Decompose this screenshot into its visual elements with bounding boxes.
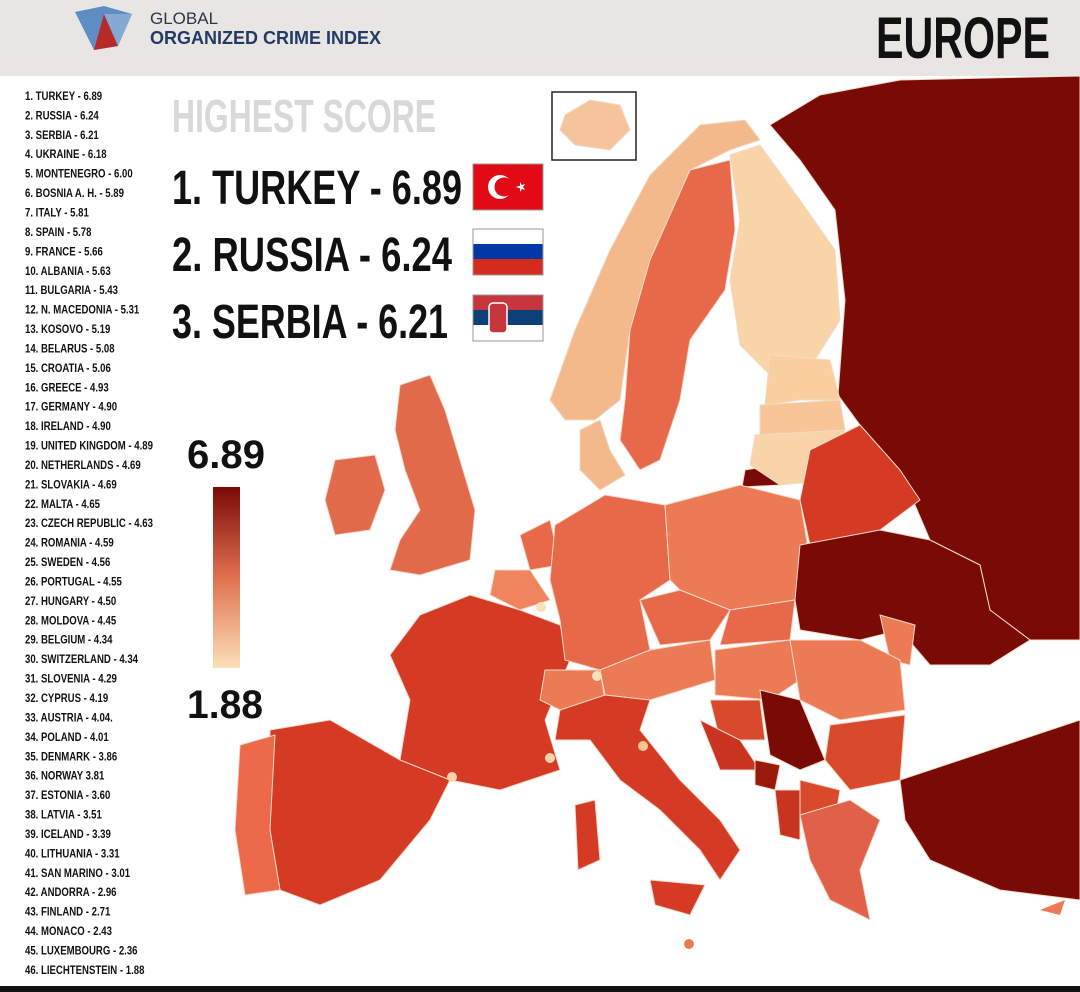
- ranking-item: 23. CZECH REPUBLIC - 4.63: [25, 517, 153, 530]
- map: [234, 75, 1080, 949]
- top-item: 2. RUSSIA - 6.24: [172, 229, 452, 282]
- ranking-item: 45. LUXEMBOURG - 2.36: [25, 945, 137, 958]
- ranking-item: 1. TURKEY - 6.89: [25, 90, 102, 103]
- logo-line1: GLOBAL: [150, 9, 218, 28]
- ranking-item: 28. MOLDOVA - 4.45: [25, 614, 116, 627]
- ranking-item: 41. SAN MARINO - 3.01: [25, 867, 130, 880]
- ranking-item: 5. MONTENEGRO - 6.00: [25, 168, 133, 181]
- legend-min: 1.88: [187, 683, 263, 727]
- flag-serbia: [472, 294, 544, 342]
- ranking-item: 20. NETHERLANDS - 4.69: [25, 459, 141, 472]
- flag-russia: [472, 228, 544, 276]
- ranking-item: 35. DENMARK - 3.86: [25, 750, 117, 763]
- top-item: 3. SERBIA - 6.21: [172, 296, 448, 349]
- ranking-item: 3. SERBIA - 6.21: [25, 129, 99, 142]
- highest-score-title: HIGHEST SCORE: [172, 90, 436, 142]
- ranking-item: 21. SLOVAKIA - 4.69: [25, 478, 117, 491]
- ranking-item: 30. SWITZERLAND - 4.34: [25, 653, 138, 666]
- ranking-item: 10. ALBANIA - 5.63: [25, 265, 111, 278]
- ranking-item: 4. UKRAINE - 6.18: [25, 148, 107, 161]
- region-title: EUROPE: [876, 6, 1050, 71]
- ranking-item: 15. CROATIA - 5.06: [25, 362, 111, 375]
- ranking-item: 34. POLAND - 4.01: [25, 731, 109, 744]
- header: [0, 0, 1080, 76]
- ranking-item: 26. PORTUGAL - 4.55: [25, 576, 122, 589]
- bottom-border: [0, 986, 1080, 992]
- ranking-item: 44. MONACO - 2.43: [25, 925, 112, 938]
- ranking-item: 27. HUNGARY - 4.50: [25, 595, 116, 608]
- ranking-item: 2. RUSSIA - 6.24: [25, 109, 99, 122]
- ranking-item: 12. N. MACEDONIA - 5.31: [25, 304, 139, 317]
- ranking-item: 6. BOSNIA A. H. - 5.89: [25, 187, 124, 200]
- ranking-item: 7. ITALY - 5.81: [25, 207, 89, 220]
- top-item: 1. TURKEY - 6.89: [172, 162, 462, 215]
- legend-max: 6.89: [187, 433, 265, 477]
- ranking-list: 1. TURKEY - 6.89 2. RUSSIA - 6.24 3. SERBI…: [25, 90, 153, 977]
- ranking-item: 31. SLOVENIA - 4.29: [25, 673, 117, 686]
- ranking-item: 16. GREECE - 4.93: [25, 381, 109, 394]
- legend-gradient: [213, 487, 240, 668]
- ranking-item: 18. IRELAND - 4.90: [25, 420, 111, 433]
- ranking-item: 37. ESTONIA - 3.60: [25, 789, 110, 802]
- ranking-item: 38. LATVIA - 3.51: [25, 809, 102, 822]
- ranking-item: 36. NORWAY 3.81: [25, 770, 104, 783]
- ranking-item: 19. UNITED KINGDOM - 4.89: [25, 440, 153, 453]
- ranking-item: 46. LIECHTENSTEIN - 1.88: [25, 964, 144, 977]
- ranking-item: 39. ICELAND - 3.39: [25, 828, 111, 841]
- top-three: 1. TURKEY - 6.89 2. RUSSIA - 6.24 3. SERBI…: [172, 162, 462, 349]
- logo-line2: ORGANIZED CRIME INDEX: [150, 28, 381, 48]
- flag-turkey: [472, 163, 544, 211]
- ranking-item: 17. GERMANY - 4.90: [25, 401, 117, 414]
- ranking-item: 13. KOSOVO - 5.19: [25, 323, 110, 336]
- ranking-item: 9. FRANCE - 5.66: [25, 245, 103, 258]
- ranking-item: 8. SPAIN - 5.78: [25, 226, 91, 239]
- ranking-item: 43. FINLAND - 2.71: [25, 906, 110, 919]
- ranking-item: 42. ANDORRA - 2.96: [25, 886, 117, 899]
- ranking-item: 29. BELGIUM - 4.34: [25, 634, 112, 647]
- ranking-item: 22. MALTA - 4.65: [25, 498, 100, 511]
- ranking-item: 11. BULGARIA - 5.43: [25, 284, 118, 297]
- ranking-item: 40. LITHUANIA - 3.31: [25, 847, 120, 860]
- ranking-item: 32. CYPRUS - 4.19: [25, 692, 108, 705]
- ranking-item: 24. ROMANIA - 4.59: [25, 537, 114, 550]
- logo: [75, 6, 132, 50]
- ranking-item: 14. BELARUS - 5.08: [25, 343, 115, 356]
- ranking-item: 33. AUSTRIA - 4.04.: [25, 712, 113, 725]
- ranking-item: 25. SWEDEN - 4.56: [25, 556, 110, 569]
